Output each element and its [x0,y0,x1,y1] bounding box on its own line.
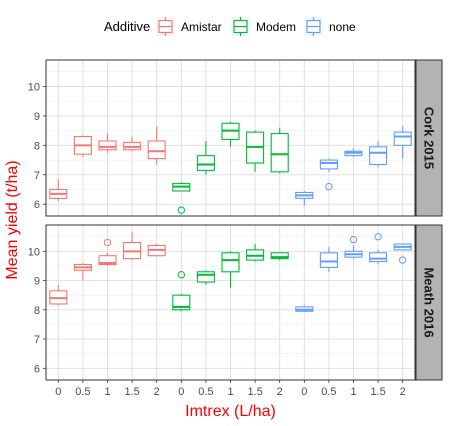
box-modem-2 [270,127,289,174]
box-iqr [270,133,289,173]
x-tick-label: 1.5 [247,386,262,398]
y-tick-label: 6 [34,363,40,375]
box-modem-1 [221,121,240,147]
panel-2: 6 7 8 9 10 Meath 2016 [28,224,443,381]
y-tick-label: 9 [34,111,40,123]
box-iqr [147,140,166,160]
outlier-point [325,182,333,191]
box-none-2 [393,243,412,264]
box-none-1.5 [369,140,388,168]
box-none-0.5 [319,158,338,191]
box-amistar-1.5 [123,232,142,261]
box-modem-0.5 [196,140,215,175]
y-axis-title: Mean yield (t/ha) [4,160,21,279]
outlier-point [177,206,186,214]
legend-title: Additive [104,19,150,34]
strip-background [415,224,443,381]
box-amistar-1 [98,133,117,153]
legend-entry-amistar: Amistar [156,17,222,36]
box-iqr [319,252,338,268]
x-axis-title: Imtrex (L/ha) [185,403,276,420]
x-tick-label: 1.5 [370,386,385,398]
x-tick-label: 0 [178,386,184,398]
legend: Additive Amistar Modem none [104,17,356,36]
legend-label: Modem [256,20,296,34]
outlier-point [399,256,407,264]
facet-strip: Cork 2015 [415,59,443,217]
box-amistar-0 [49,179,68,202]
box-amistar-1 [98,238,117,266]
box-modem-0 [172,271,191,312]
x-tick-label: 0.5 [198,386,213,398]
y-tick-label: 8 [34,305,40,317]
facet-strip: Meath 2016 [415,224,443,381]
x-tick-label: 1 [227,386,233,398]
box-amistar-1.5 [123,136,142,152]
outlier-point [177,271,186,279]
box-modem-1.5 [246,130,265,172]
box-none-2 [393,126,412,159]
x-tick-label: 0 [301,386,307,398]
panels: 6 7 8 9 10 Cork 2015 6 7 8 9 10 Meath 2016 [28,59,443,381]
box-none-1 [344,235,363,259]
box-iqr [393,131,412,146]
strip-label: Meath 2016 [422,267,437,337]
legend-entry-none: none [304,17,356,36]
strip-background [415,59,443,217]
x-tick-label: 2 [277,386,283,398]
box-modem-2 [270,252,289,261]
box-iqr [319,159,338,170]
x-tick-label: 0.5 [321,386,336,398]
box-none-0.5 [319,246,338,272]
legend-label: Amistar [181,20,222,34]
box-iqr [369,252,388,263]
y-tick-label: 7 [34,170,40,182]
box-iqr [369,146,388,166]
box-modem-1.5 [246,244,265,262]
x-tick-label: 1 [350,386,356,398]
box-none-1 [344,148,363,158]
box-modem-0.5 [196,270,215,285]
x-axis: 0 0.5 1 1.5 2 0 0.5 1 1.5 2 0 0.5 1 1.5 2 [55,380,406,398]
box-iqr [196,155,215,171]
box-iqr [270,252,289,260]
box-amistar-0 [49,284,68,306]
legend-label: none [329,20,356,34]
strip-label: Cork 2015 [422,107,437,169]
panel-border [45,59,416,217]
x-tick-label: 1.5 [124,386,139,398]
y-tick-label: 7 [34,334,40,346]
box-iqr [221,252,240,273]
y-tick-label: 6 [34,199,40,211]
box-modem-1 [221,251,240,288]
box-amistar-0.5 [73,263,92,281]
box-iqr [196,271,215,283]
panel-1: 6 7 8 9 10 Cork 2015 [28,59,443,217]
y-tick-label: 9 [34,276,40,288]
box-modem-0 [172,182,191,214]
x-tick-label: 0.5 [75,386,90,398]
box-iqr [98,255,117,266]
box-iqr [98,140,117,151]
box-amistar-2 [147,126,166,165]
box-none-0 [295,305,314,312]
box-none-0 [295,190,314,206]
y-tick-label: 10 [28,246,40,258]
x-tick-label: 2 [154,386,160,398]
box-none-1.5 [369,232,388,265]
box-amistar-0.5 [73,135,92,158]
x-tick-label: 2 [400,386,406,398]
y-tick-label: 8 [34,140,40,152]
legend-entry-modem: Modem [231,17,296,36]
y-tick-label: 10 [28,81,40,93]
outlier-point [374,232,382,241]
outlier-point [103,238,112,247]
box-amistar-2 [147,244,166,257]
outlier-point [349,235,358,244]
x-tick-label: 0 [55,386,61,398]
x-tick-label: 1 [104,386,110,398]
